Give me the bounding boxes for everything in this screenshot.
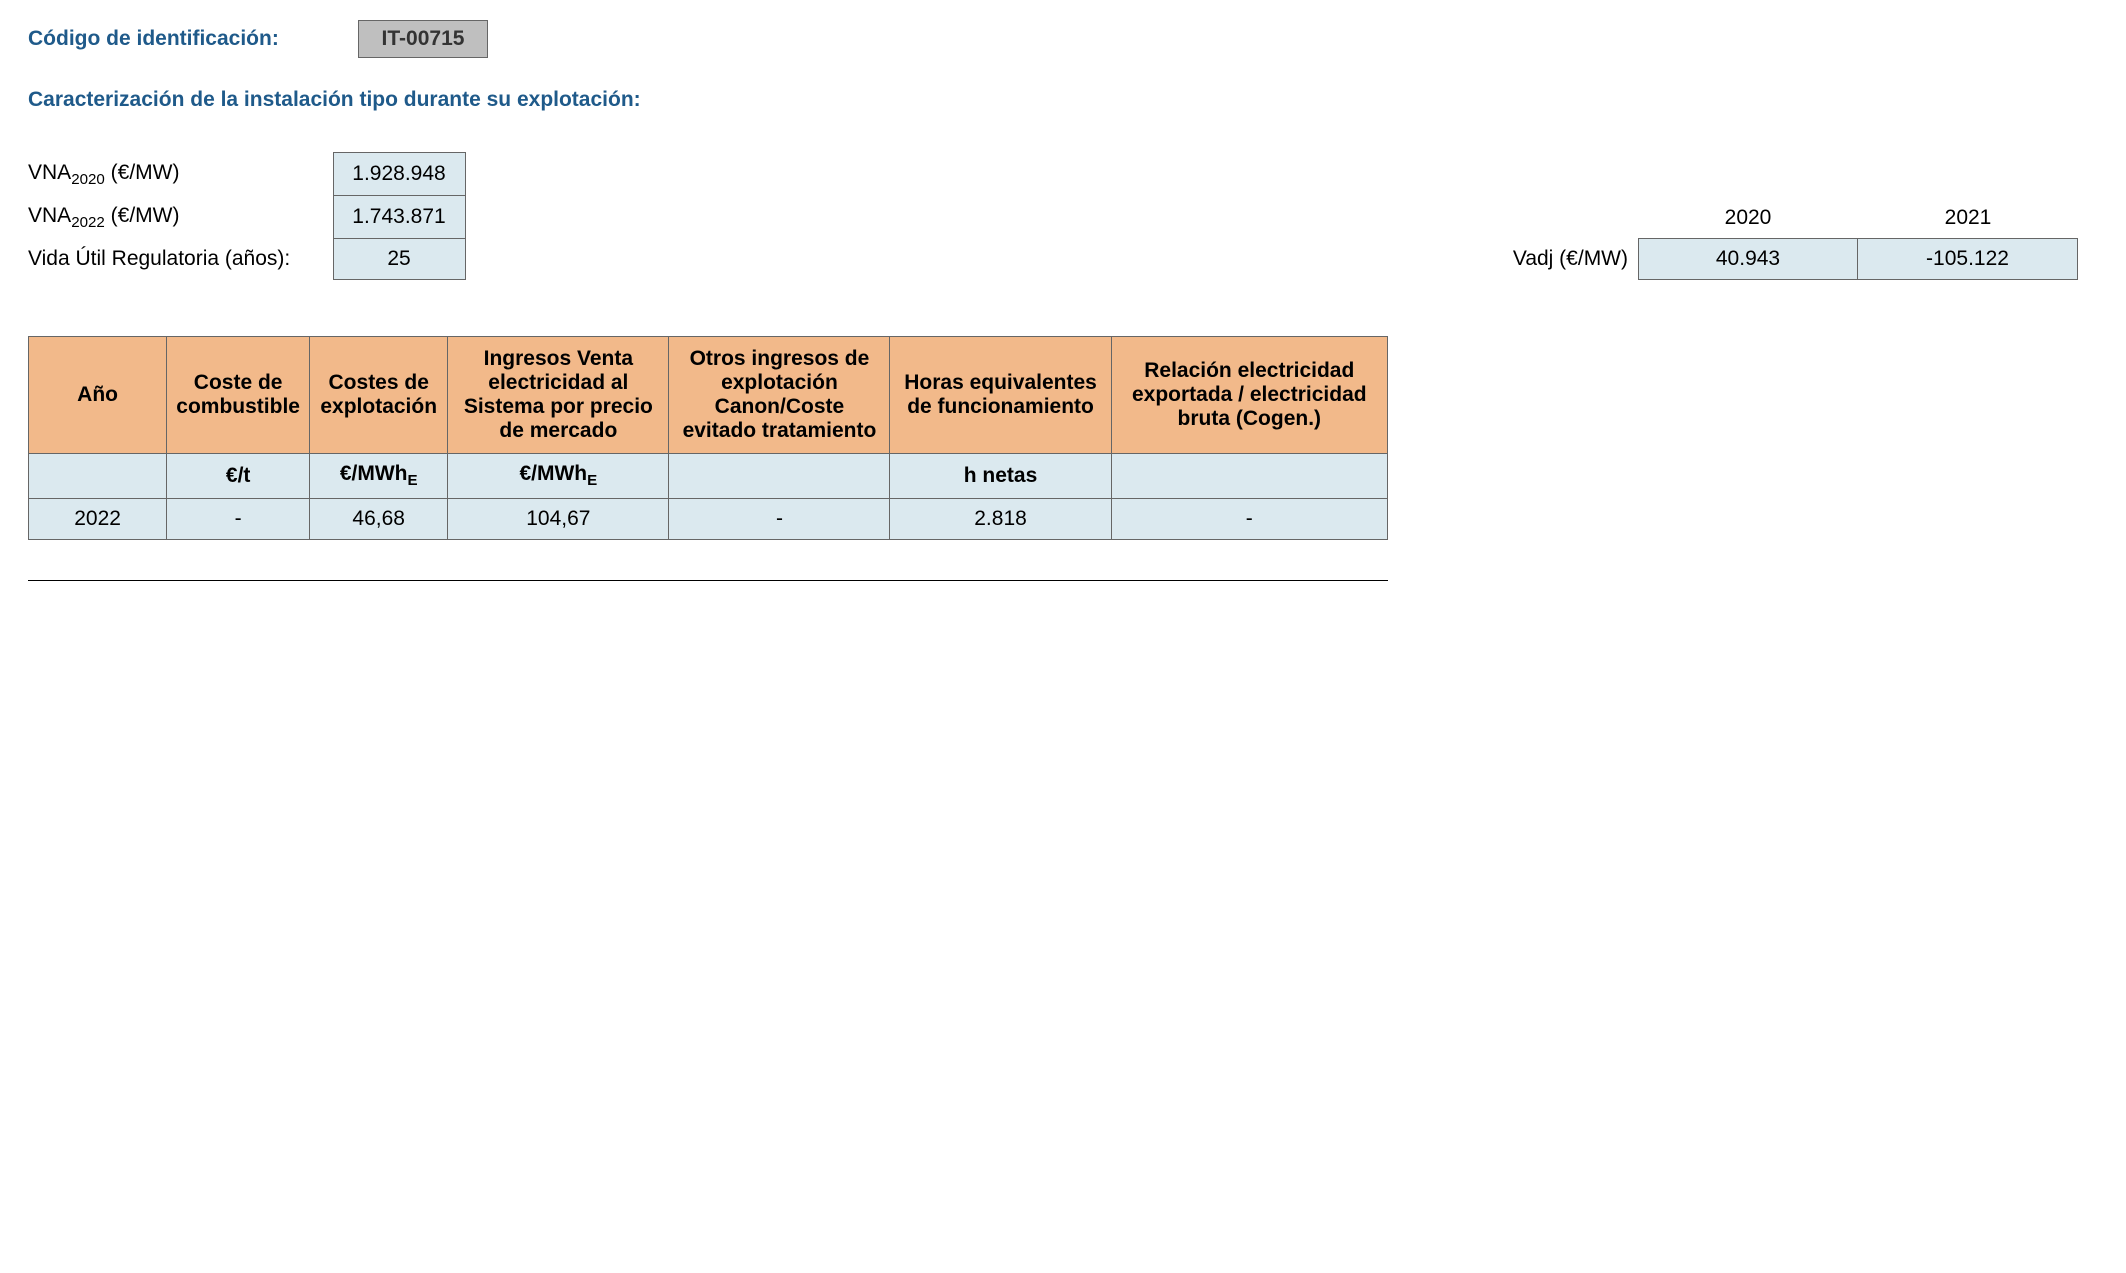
unit-fuel: €/t [167,454,310,498]
divider-line [28,580,1388,581]
vna2022-value: 1.743.871 [333,196,465,239]
vida-value: 25 [333,239,465,280]
cell-hours: 2.818 [890,498,1111,539]
th-year: Año [29,337,167,454]
table-header-row: Año Coste de combustible Costes de explo… [29,337,1388,454]
vna2020-label: VNA2020 (€/MW) [28,153,333,196]
table-row: 2022 - 46,68 104,67 - 2.818 - [29,498,1388,539]
vadj-value-2021: -105.122 [1858,238,2078,280]
table-units-row: €/t €/MWhE €/MWhE h netas [29,454,1388,498]
cell-other: - [669,498,890,539]
th-sales: Ingresos Venta electricidad al Sistema p… [448,337,669,454]
cell-expl: 46,68 [310,498,448,539]
th-fuel: Coste de combustible [167,337,310,454]
unit-year [29,454,167,498]
unit-ratio [1111,454,1387,498]
vadj-year-2021: 2021 [1858,198,2078,238]
unit-expl: €/MWhE [310,454,448,498]
codigo-label: Código de identificación: [28,27,318,51]
header-row: Código de identificación: IT-00715 [28,20,2098,58]
main-table: Año Coste de combustible Costes de explo… [28,336,1388,539]
vadj-label: Vadj (€/MW) [1488,247,1638,271]
cell-ratio: - [1111,498,1387,539]
th-other: Otros ingresos de explotación Canon/Cost… [669,337,890,454]
vna2020-value: 1.928.948 [333,153,465,196]
cell-sales: 104,67 [448,498,669,539]
params-table: VNA2020 (€/MW) 1.928.948 VNA2022 (€/MW) … [28,152,466,280]
section-title: Caracterización de la instalación tipo d… [28,88,2098,112]
unit-other [669,454,890,498]
vna2022-label: VNA2022 (€/MW) [28,196,333,239]
vadj-value-row: Vadj (€/MW) 40.943 -105.122 [1488,238,2078,280]
unit-hours: h netas [890,454,1111,498]
parameters-area: VNA2020 (€/MW) 1.928.948 VNA2022 (€/MW) … [28,152,2098,280]
th-ratio: Relación electricidad exportada / electr… [1111,337,1387,454]
cell-fuel: - [167,498,310,539]
vadj-years-row: 2020 2021 [1638,198,2078,238]
vadj-block: 2020 2021 Vadj (€/MW) 40.943 -105.122 [1488,198,2078,280]
th-hours: Horas equivalentes de funcionamiento [890,337,1111,454]
cell-year: 2022 [29,498,167,539]
vida-label: Vida Útil Regulatoria (años): [28,239,333,280]
params-left: VNA2020 (€/MW) 1.928.948 VNA2022 (€/MW) … [28,152,466,280]
vadj-year-2020: 2020 [1638,198,1858,238]
codigo-value-box: IT-00715 [358,20,488,58]
vadj-value-2020: 40.943 [1638,238,1858,280]
unit-sales: €/MWhE [448,454,669,498]
th-expl: Costes de explotación [310,337,448,454]
